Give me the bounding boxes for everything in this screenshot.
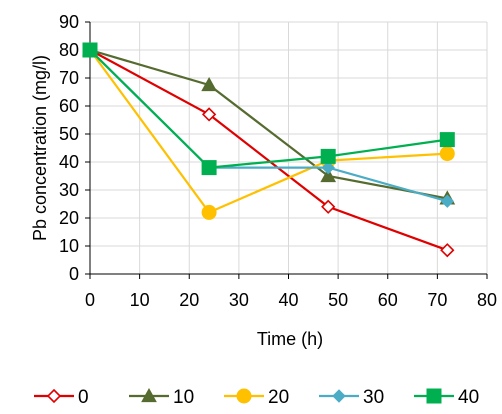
- legend-label: 10: [173, 387, 194, 408]
- y-tick-label: 50: [59, 124, 79, 144]
- series-line: [89, 49, 448, 203]
- legend-label: 20: [268, 387, 289, 408]
- legend-marker: [46, 388, 62, 404]
- y-tick-label: 20: [59, 208, 79, 228]
- grid: [89, 21, 488, 275]
- series-line: [89, 49, 448, 169]
- legend-item: 20: [224, 387, 289, 408]
- data-point: [201, 76, 217, 92]
- data-point: [320, 167, 337, 183]
- data-point: [82, 42, 98, 58]
- legend-label: 40: [458, 387, 479, 408]
- legend-marker: [141, 387, 157, 403]
- y-tick-label: 10: [59, 236, 79, 256]
- legend-label: 0: [78, 387, 89, 408]
- y-tick-label: 40: [59, 152, 79, 172]
- tick-labels: 0 10 20 30 40 50 60 70 80 0 10 20 30 40 50 60 70 80 90: [59, 12, 497, 310]
- legend-item: 0: [34, 387, 89, 408]
- series-line: [89, 49, 448, 252]
- x-tick-label: 70: [427, 290, 447, 310]
- x-tick-label: 80: [477, 290, 497, 310]
- x-tick-label: 40: [278, 290, 298, 310]
- x-tick-label: 30: [229, 290, 249, 310]
- y-tick-label: 70: [59, 68, 79, 88]
- y-tick-label: 80: [59, 40, 79, 60]
- x-tick-label: 0: [85, 290, 95, 310]
- data-point: [201, 160, 217, 176]
- axes: [85, 21, 488, 279]
- data-point: [320, 148, 336, 164]
- legend: 0 10 20 30 40: [34, 387, 479, 408]
- x-axis-label: Time (h): [257, 329, 323, 349]
- data-point: [440, 194, 455, 208]
- data-point: [440, 243, 455, 258]
- x-tick-label: 60: [378, 290, 398, 310]
- y-tick-label: 60: [59, 96, 79, 116]
- x-tick-label: 10: [130, 290, 150, 310]
- x-tick-label: 50: [328, 290, 348, 310]
- data-point: [321, 199, 336, 214]
- series-10: [82, 41, 456, 205]
- y-tick-label: 30: [59, 180, 79, 200]
- legend-item: 40: [414, 387, 479, 408]
- series-40: [82, 42, 455, 176]
- legend-marker: [236, 388, 252, 404]
- legend-item: 10: [129, 387, 194, 408]
- y-axis-label: Pb concentration (mg/l): [30, 55, 50, 241]
- data-point: [439, 132, 455, 148]
- data-point: [321, 160, 335, 175]
- x-tick-label: 20: [179, 290, 199, 310]
- data-point: [439, 146, 455, 162]
- data-point: [201, 204, 217, 220]
- series-group: [82, 41, 456, 258]
- series-line: [89, 48, 448, 200]
- legend-item: 30: [319, 387, 384, 408]
- legend-marker: [426, 388, 442, 404]
- y-tick-label: 90: [59, 12, 79, 32]
- y-tick-label: 0: [69, 264, 79, 284]
- legend-label: 30: [363, 387, 384, 408]
- legend-marker: [332, 389, 346, 403]
- data-point: [201, 107, 217, 122]
- series-line: [89, 49, 448, 214]
